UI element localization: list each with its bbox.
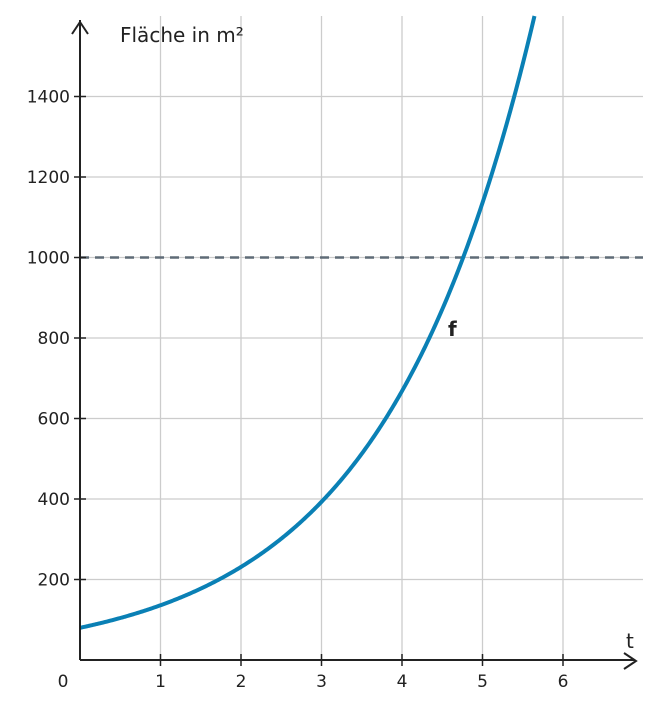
tick-labels: 1 2 3 4 5 6 200 400 600 800 1000 1200 1400 (27, 88, 569, 693)
x-tick-label-1: 1 (155, 672, 166, 692)
y-tick-label-200: 200 (38, 571, 70, 591)
x-tick-label-5: 5 (477, 672, 488, 692)
y-tick-label-600: 600 (38, 410, 70, 430)
x-tick-label-3: 3 (316, 672, 327, 692)
axes (71, 20, 638, 670)
x-axis-arrow (623, 652, 638, 670)
origin-label: 0 (58, 672, 69, 692)
grid (80, 16, 643, 660)
y-axis-arrow (71, 20, 89, 35)
y-tick-label-1200: 1200 (27, 168, 70, 188)
y-tick-label-400: 400 (38, 490, 70, 510)
x-tick-label-6: 6 (558, 672, 569, 692)
series-f-line (79, 15, 537, 630)
x-tick-label-4: 4 (397, 672, 408, 692)
x-tick-label-2: 2 (236, 672, 247, 692)
series-f-label: f (448, 317, 457, 341)
x-axis-title: t (626, 629, 634, 653)
y-tick-label-1400: 1400 (27, 88, 70, 108)
y-tick-label-1000: 1000 (27, 249, 70, 269)
y-tick-label-800: 800 (38, 329, 70, 349)
y-axis-title: Fläche in m² (120, 23, 244, 47)
